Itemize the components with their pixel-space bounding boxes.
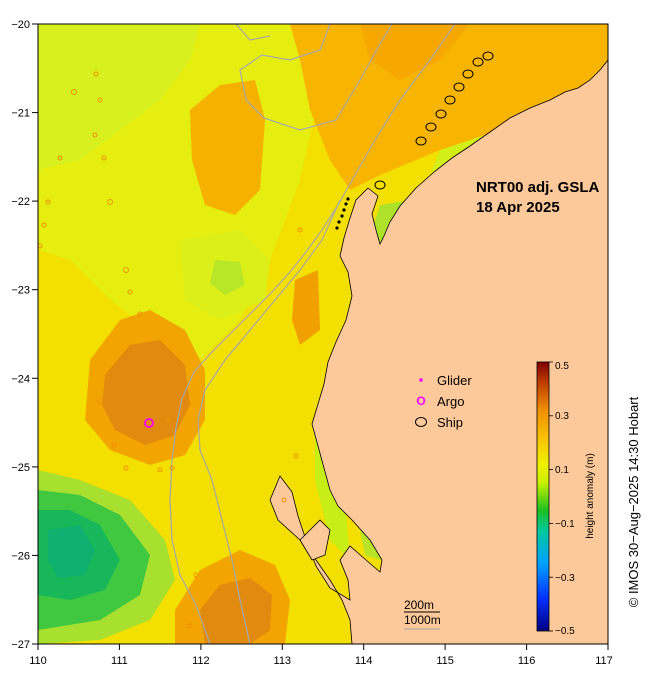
map-title: NRT00 adj. GSLA [476,179,600,196]
credit-text: © IMOS 30−Aug−2025 14:30 Hobart [626,396,641,607]
y-tick-label: −23 [11,285,30,297]
colorbar-tick: −0.1 [555,519,575,530]
x-axis: 110 111 112 113 114 115 116 117 [29,644,613,667]
legend-ship-label: Ship [437,415,463,430]
argo-marker-icon: O [416,394,425,408]
bathymetry-contours [169,24,456,644]
argo-float-highlight [144,418,154,428]
y-tick-label: −27 [11,639,30,651]
legend-glider-label: Glider [437,373,472,388]
y-tick-label: −21 [11,108,30,120]
y-tick-label: −26 [11,550,30,562]
legend-argo-label: Argo [437,394,464,409]
x-tick-label: 114 [355,655,373,667]
colorbar-tick: −0.3 [555,573,575,584]
x-tick-label: 111 [111,655,128,667]
y-tick-label: −22 [11,196,30,208]
x-tick-label: 113 [274,655,292,667]
contour-200m-label: 200m [404,598,434,612]
y-axis: −20 −21 −22 −23 −24 −25 −26 −27 [11,19,38,651]
colorbar-tick: −0.5 [555,626,575,637]
x-tick-label: 112 [192,655,210,667]
x-tick-label: 116 [518,655,536,667]
y-tick-label: −24 [11,373,30,385]
ship-track [374,51,494,190]
colorbar-label: height anomaly (m) [585,453,596,539]
x-tick-label: 110 [29,655,47,667]
glider-marker-icon [419,378,423,382]
contour-1000m-label: 1000m [404,613,441,627]
y-tick-label: −25 [11,462,30,474]
colorbar: 0.5 0.3 0.1 −0.1 −0.3 −0.5 height anomal… [536,361,596,637]
y-tick-label: −20 [11,19,30,31]
map-frame [37,23,609,645]
argo-track-points [38,71,303,629]
x-tick-label: 115 [436,655,454,667]
ship-marker-icon [415,417,427,427]
colorbar-tick: 0.3 [555,411,569,422]
map-date: 18 Apr 2025 [476,199,560,216]
land-mass [269,59,608,644]
glider-track [335,197,350,230]
contour-depth-legend: 200m 1000m [404,598,441,630]
colorbar-tick: 0.5 [555,361,569,372]
x-tick-label: 117 [595,655,613,667]
colorbar-tick: 0.1 [555,465,569,476]
colorbar-gradient [536,361,550,632]
observation-legend: Glider O Argo Ship [415,373,472,430]
